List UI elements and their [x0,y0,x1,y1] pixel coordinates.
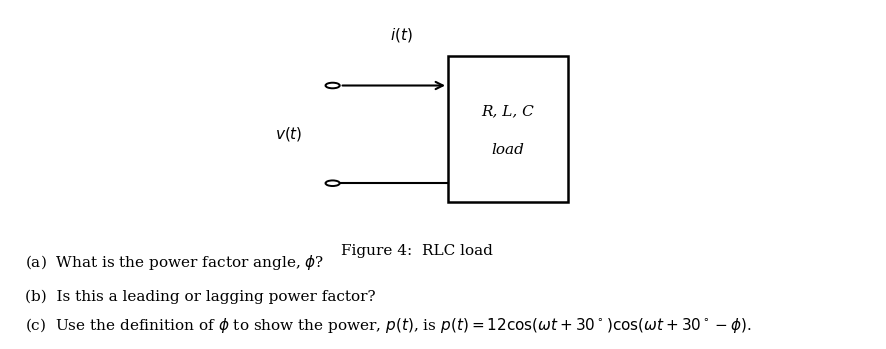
Text: (a)  What is the power factor angle, $\phi$?: (a) What is the power factor angle, $\ph… [25,253,323,272]
Text: load: load [491,143,524,157]
Circle shape [325,83,339,88]
Circle shape [325,180,339,186]
Bar [447,56,567,202]
Text: R, L, C: R, L, C [481,105,533,119]
Text: (c)  Use the definition of $\phi$ to show the power, $p(t)$, is $p(t) = 12\cos(\: (c) Use the definition of $\phi$ to show… [25,316,751,335]
Text: Figure 4:  RLC load: Figure 4: RLC load [340,244,493,258]
Text: (b)  Is this a leading or lagging power factor?: (b) Is this a leading or lagging power f… [25,289,375,304]
Text: $i(t)$: $i(t)$ [390,25,413,44]
Text: $v(t)$: $v(t)$ [274,125,302,143]
